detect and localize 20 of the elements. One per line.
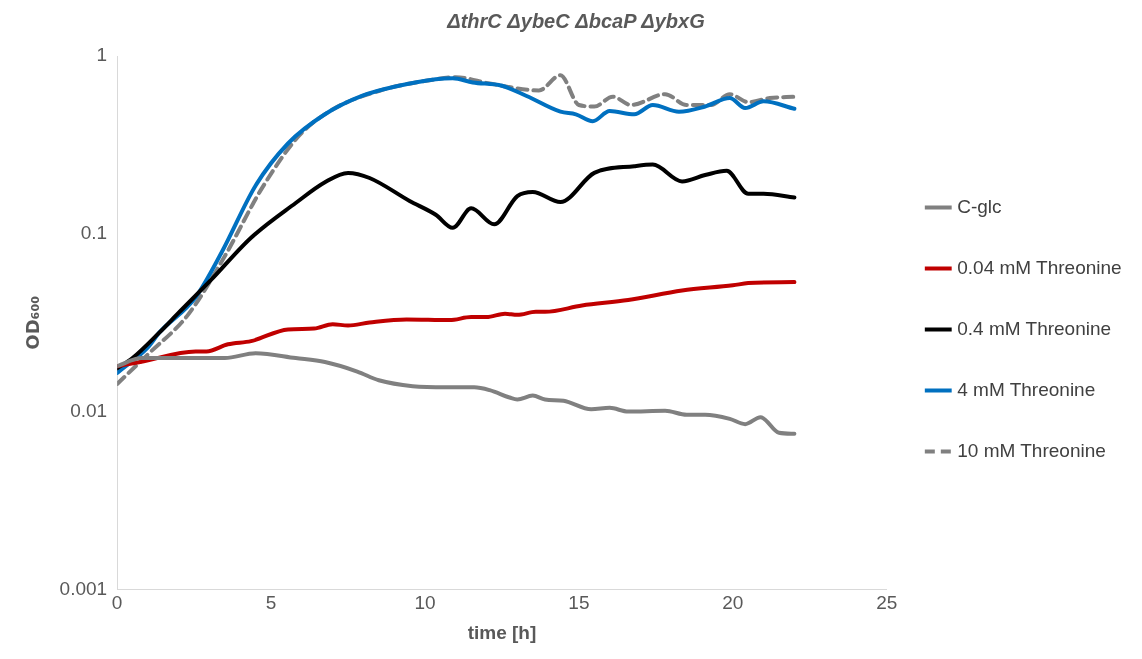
y-tick-label: 0.01: [70, 399, 108, 421]
legend-label: 10 mM Threonine: [957, 439, 1106, 461]
legend-label: 0.04 mM Threonine: [957, 256, 1122, 278]
legend-label: 0.4 mM Threonine: [957, 317, 1112, 339]
x-tick-label: 20: [722, 592, 744, 614]
legend-label: 4 mM Threonine: [957, 378, 1096, 400]
chart-title: ΔthrC ΔybeC ΔbcaP ΔybxG: [446, 9, 705, 32]
y-tick-label: 0.001: [59, 577, 108, 599]
y-axis-title: OD₆₀₀: [22, 295, 44, 350]
line-series: [117, 280, 797, 369]
x-tick-label: 15: [568, 592, 590, 614]
x-tick-label: 10: [414, 592, 436, 614]
legend-label: C-glc: [957, 195, 1002, 217]
x-tick-label: 0: [111, 592, 123, 614]
x-tick-label: 5: [265, 592, 277, 614]
y-tick-label: 0.1: [80, 222, 108, 244]
x-axis-title: time [h]: [467, 621, 537, 643]
y-tick-label: 1: [96, 44, 108, 66]
x-tick-label: 25: [876, 592, 898, 614]
line-series: [117, 162, 797, 371]
